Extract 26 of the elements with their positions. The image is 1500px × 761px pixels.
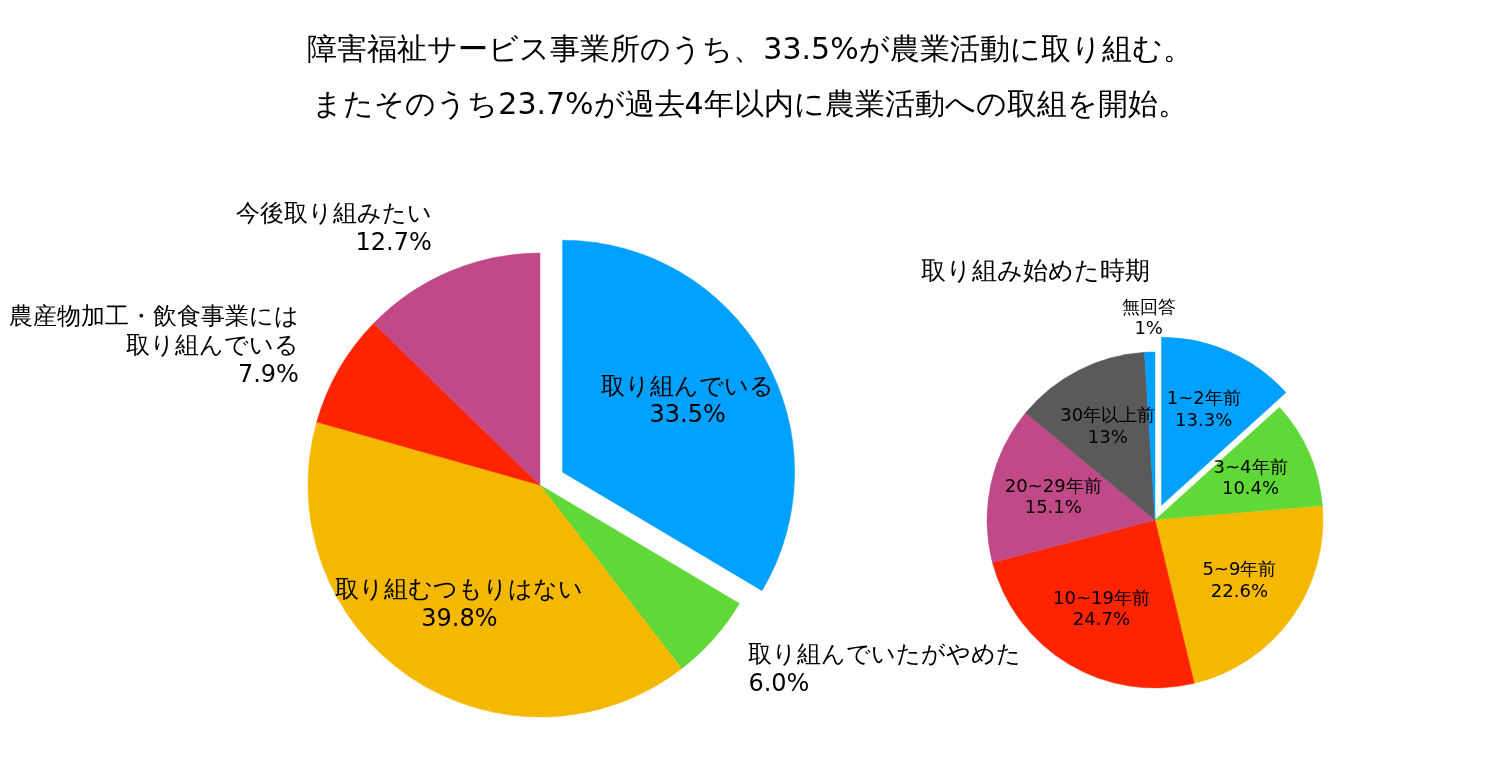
chart-subtitle: またそのうち23.7%が過去4年以内に農業活動への取組を開始。	[312, 85, 1188, 121]
slice-label: 10~19年前	[1053, 586, 1150, 608]
data-label: 15.1%	[1024, 496, 1082, 518]
data-label: 6.0%	[748, 668, 810, 697]
data-label: 12.7%	[355, 227, 432, 256]
data-label: 1%	[1134, 317, 1163, 339]
chart-title: 障害福祉サービス事業所のうち、33.5%が農業活動に取り組む。	[307, 30, 1193, 66]
data-label: 10.4%	[1221, 477, 1280, 499]
slice-label: 農産物加工・飲食事業には取り組んでいる	[8, 302, 299, 359]
data-label: 33.5%	[649, 400, 726, 429]
slice-label: 5~9年前	[1202, 558, 1277, 580]
data-label: 39.8%	[421, 603, 498, 632]
data-label: 24.7%	[1072, 608, 1131, 630]
slice-label: 今後取り組みたい	[235, 199, 432, 228]
slice-label: 無回答	[1121, 295, 1176, 317]
slice-label: 取り組んでいる	[601, 371, 775, 400]
slice-label: 1~2年前	[1166, 387, 1241, 409]
data-label: 13%	[1087, 425, 1128, 447]
data-label: 13.3%	[1175, 408, 1233, 430]
slice-label: 3~4年前	[1213, 455, 1288, 477]
slice-label: 取り組んでいたがやめた	[748, 640, 1022, 669]
chart-title: 取り組み始めた時期	[920, 256, 1150, 285]
slice-label: 20~29年前	[1004, 474, 1102, 496]
data-label: 7.9%	[237, 359, 299, 388]
slice-label: 取り組むつもりはない	[335, 574, 584, 603]
data-label: 22.6%	[1210, 579, 1268, 601]
